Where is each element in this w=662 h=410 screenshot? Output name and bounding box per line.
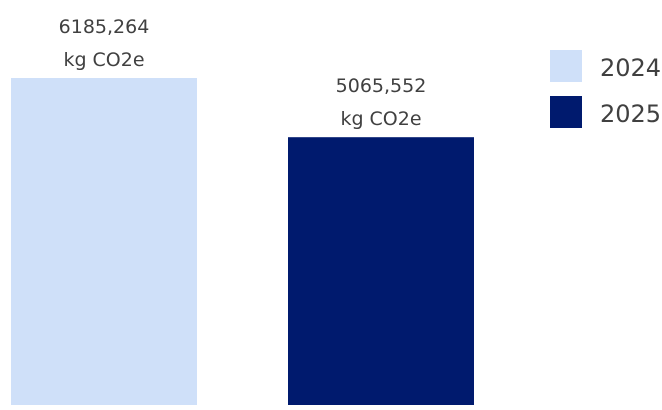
value-label-2024: 6185,264 bbox=[59, 16, 150, 38]
legend-label-2024: 2024 bbox=[600, 54, 661, 82]
legend-label-2025: 2025 bbox=[600, 100, 661, 128]
value-label-2025: 5065,552 bbox=[336, 75, 427, 97]
bar-2024 bbox=[11, 78, 197, 405]
unit-label-2025: kg CO2e bbox=[340, 108, 421, 130]
legend-swatch-2024 bbox=[550, 50, 582, 82]
legend-swatch-2025 bbox=[550, 96, 582, 128]
legend: 2024 2025 bbox=[550, 50, 661, 128]
bar-2025 bbox=[288, 137, 474, 405]
unit-label-2024: kg CO2e bbox=[63, 49, 144, 71]
